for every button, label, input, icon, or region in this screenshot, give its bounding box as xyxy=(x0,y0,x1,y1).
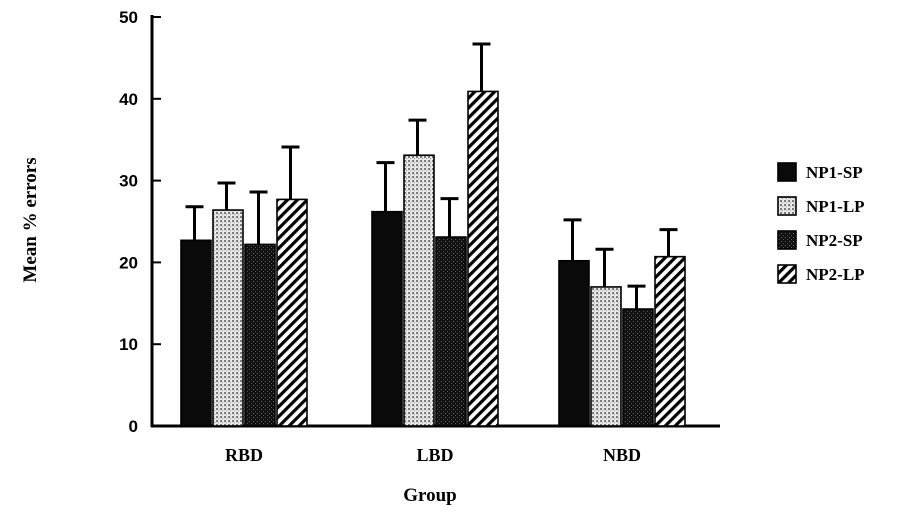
legend-swatch xyxy=(777,230,797,250)
y-tick-label: 0 xyxy=(129,417,138,436)
bar xyxy=(212,209,244,427)
bar xyxy=(590,286,622,427)
y-tick-label: 20 xyxy=(119,253,138,272)
bar xyxy=(622,308,654,427)
y-tick-label: 50 xyxy=(119,8,138,27)
y-tick-label: 40 xyxy=(119,90,138,109)
legend-swatch xyxy=(777,162,797,182)
x-tick-label: NBD xyxy=(603,445,641,465)
legend-label: NP2-LP xyxy=(806,265,865,284)
x-tick-label: RBD xyxy=(225,445,263,465)
x-tick-label: LBD xyxy=(416,445,453,465)
bar xyxy=(654,255,686,427)
bar xyxy=(558,259,590,427)
y-axis-title: Mean % errors xyxy=(20,157,41,282)
legend-label: NP1-LP xyxy=(806,197,865,216)
legend: NP1-SP NP1-LP NP2-SP NP2-LP xyxy=(777,162,865,284)
legend-swatch xyxy=(777,264,797,284)
legend-label: NP2-SP xyxy=(806,231,863,250)
y-tick-label: 30 xyxy=(119,172,138,191)
x-axis-title: Group xyxy=(403,485,457,506)
bar xyxy=(180,239,212,427)
bar xyxy=(467,90,499,427)
bar xyxy=(435,236,467,427)
y-tick-label: 10 xyxy=(119,335,138,354)
bar xyxy=(371,210,403,427)
bars: RBD LBD NBD xyxy=(180,42,686,465)
legend-swatch xyxy=(777,196,797,216)
legend-label: NP1-SP xyxy=(806,163,863,182)
bar xyxy=(403,154,435,427)
bar xyxy=(244,243,276,427)
bar xyxy=(276,198,308,427)
